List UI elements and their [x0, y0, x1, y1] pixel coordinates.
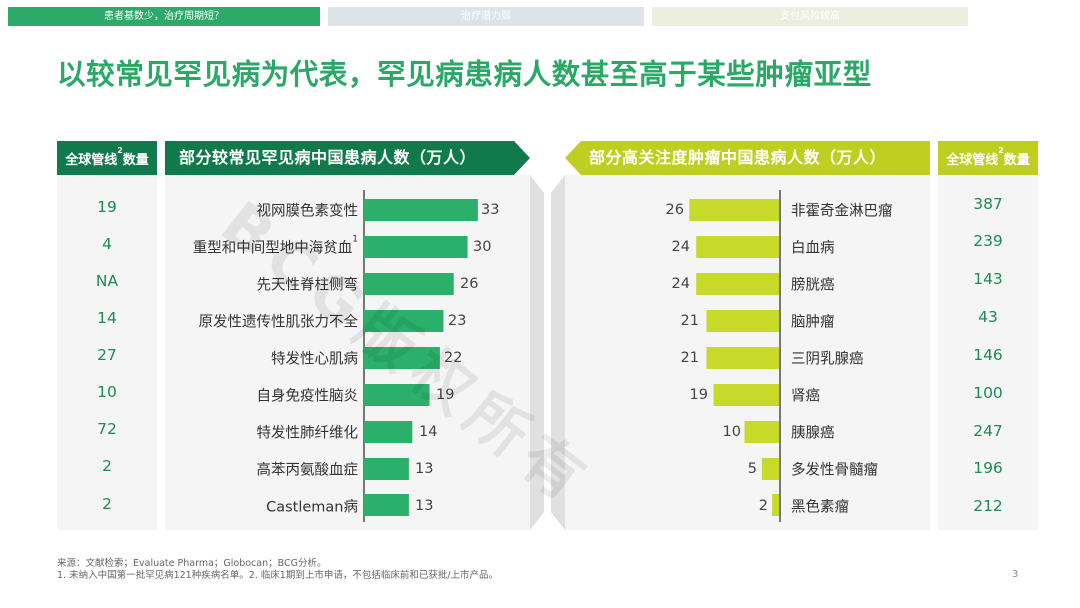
left-bar	[364, 458, 409, 480]
bar-value-label: 21	[680, 350, 699, 366]
disease-label: 特发性心肌病	[271, 351, 358, 368]
pipeline-count: 19	[97, 198, 117, 216]
disease-label: 高苯丙氨酸血症	[256, 462, 359, 479]
left-bar	[364, 421, 413, 443]
left-bar	[364, 494, 409, 516]
pipeline-count: 43	[978, 308, 998, 326]
bar-value-label: 19	[436, 387, 455, 403]
tumor-label: 膀胱癌	[791, 277, 835, 294]
bar-value-label: 24	[671, 276, 690, 292]
left-bar	[364, 236, 468, 258]
notes-footnote: 1. 未纳入中国第一批罕见病121种疾病名单。2. 临床1期到上市申请，不包括临…	[57, 570, 499, 581]
pipeline-count: 10	[97, 383, 117, 401]
right-bar	[713, 384, 779, 406]
page-title: 以较常见罕见病为代表，罕见病患病人数甚至高于某些肿瘤亚型	[57, 58, 872, 91]
tumor-label: 三阴乳腺癌	[791, 351, 864, 368]
tumor-label: 胰腺癌	[791, 425, 835, 442]
left-chart-axis	[363, 190, 365, 522]
tab-payment-risk[interactable]: 支付风险较高	[652, 7, 968, 26]
pipeline-count: 2	[102, 457, 112, 475]
left-bar	[364, 273, 454, 295]
tab-treatment-potential[interactable]: 治疗潜力弱	[328, 7, 644, 26]
right-fold-shadow	[551, 175, 565, 530]
bar-value-label: 2	[758, 498, 768, 514]
bar-value-label: 30	[473, 239, 492, 255]
right-bar	[689, 199, 779, 221]
right-bar	[696, 236, 779, 258]
bar-value-label: 21	[680, 313, 699, 329]
tumor-label: 肾癌	[791, 388, 820, 405]
page-number: 3	[1012, 569, 1019, 580]
left-pipeline-header: 全球管线 2 数量	[57, 141, 157, 175]
pipeline-count: 2	[102, 495, 112, 513]
right-chart-title: 部分高关注度肿瘤中国患病人数（万人）	[565, 141, 930, 175]
left-chart-title: 部分较常见罕见病中国患病人数（万人）	[165, 141, 530, 175]
right-bar	[706, 347, 779, 369]
pipeline-count: 72	[97, 420, 117, 438]
right-bar	[696, 273, 779, 295]
pipeline-count: 4	[102, 235, 112, 253]
bar-value-label: 13	[415, 461, 434, 477]
source-footnote: 来源：文献检索；Evaluate Pharma；Globocan；BCG分析。	[57, 558, 327, 569]
right-pipeline-column	[938, 175, 1038, 530]
tumor-label: 黑色素瘤	[791, 499, 849, 516]
right-bar	[706, 310, 779, 332]
disease-label: 先天性脊柱侧弯	[256, 277, 359, 294]
bar-value-label: 5	[747, 461, 757, 477]
tumor-label: 非霍奇金淋巴瘤	[791, 203, 893, 220]
right-bar	[772, 494, 779, 516]
disease-label: 特发性肺纤维化	[256, 425, 359, 442]
left-bar	[364, 310, 444, 332]
right-bar	[744, 421, 779, 443]
pipeline-count: 143	[973, 270, 1003, 288]
bar-value-label: 26	[665, 202, 684, 218]
left-bar	[364, 347, 440, 369]
disease-label: 视网膜色素变性	[256, 203, 359, 220]
pipeline-count: 14	[97, 309, 117, 327]
left-bar	[364, 199, 478, 221]
pipeline-count: 247	[973, 422, 1003, 440]
bar-value-label: 22	[444, 350, 463, 366]
pipeline-count: 27	[97, 346, 117, 364]
disease-label: 重型和中间型地中海贫血 1	[192, 234, 358, 257]
bar-value-label: 10	[722, 424, 741, 440]
pipeline-count: 239	[973, 232, 1003, 250]
pipeline-count: 212	[973, 497, 1003, 515]
bar-value-label: 26	[460, 276, 479, 292]
right-bar	[761, 458, 780, 480]
right-pipeline-header: 全球管线 2 数量	[938, 141, 1038, 175]
left-bar	[364, 384, 430, 406]
bar-value-label: 14	[419, 424, 438, 440]
bar-value-label: 13	[415, 498, 434, 514]
right-chart-axis	[779, 190, 781, 522]
tab-patient-base[interactable]: 患者基数少，治疗周期短？	[8, 7, 320, 26]
disease-label: Castleman病	[266, 499, 358, 516]
pipeline-count: 146	[973, 346, 1003, 364]
bar-value-label: 33	[481, 202, 500, 218]
left-fold-shadow	[530, 175, 544, 530]
left-chart-panel	[165, 175, 530, 530]
tumor-label: 白血病	[791, 240, 835, 257]
bar-value-label: 23	[448, 313, 467, 329]
bar-value-label: 24	[671, 239, 690, 255]
disease-label: 自身免疫性脑炎	[256, 388, 359, 405]
bar-value-label: 19	[689, 387, 708, 403]
pipeline-count: 387	[973, 195, 1003, 213]
pipeline-count: 100	[973, 384, 1003, 402]
left-pipeline-column	[57, 175, 157, 530]
pipeline-count: NA	[95, 272, 119, 290]
disease-label: 原发性遗传性肌张力不全	[198, 314, 359, 331]
tumor-label: 脑肿瘤	[791, 314, 835, 331]
tumor-label: 多发性骨髓瘤	[791, 462, 878, 479]
pipeline-count: 196	[973, 459, 1003, 477]
